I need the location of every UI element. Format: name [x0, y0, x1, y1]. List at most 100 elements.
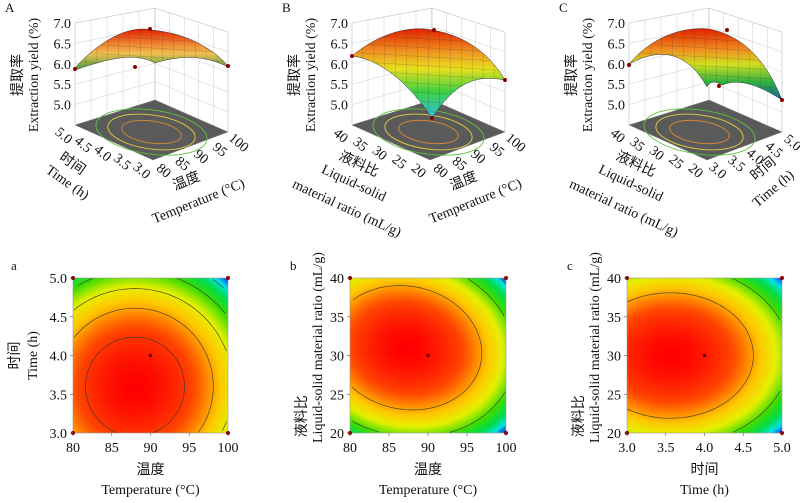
design-point — [73, 67, 77, 71]
x-factor-label-cn: 温度 — [171, 169, 203, 194]
y-tick-label: 3.0 — [50, 427, 68, 442]
x-axis-label-en: Temperature (°C) — [379, 483, 478, 498]
z-tick-label: 7.0 — [608, 17, 626, 32]
x-tick-label: 100 — [218, 441, 239, 456]
floor-y-tick: 30 — [646, 144, 666, 164]
y-tick-label: 3.5 — [50, 388, 68, 403]
z-grid-line — [74, 81, 229, 113]
z-tick-label: 6.0 — [608, 58, 626, 73]
floor-x-tick: 100 — [225, 131, 251, 156]
response-surface — [628, 28, 783, 101]
floor-y-tick: 30 — [369, 144, 389, 164]
x-factor-label-cn: 温度 — [448, 169, 480, 194]
y-tick-label: 5.0 — [50, 272, 68, 287]
y-axis-label-en: Liquid-solid material ratio (mL/g) — [588, 252, 603, 443]
y-axis-label-cn: 液料比 — [571, 395, 587, 437]
contour-line — [212, 279, 224, 289]
panel-label: c — [567, 258, 573, 273]
contour-plot-c: 3.0 3.5 4.0 4.5 5.0 20 25 30 35 40 时间 Time (h) 液料比 Li… — [567, 252, 791, 498]
center-point — [148, 353, 153, 358]
floor — [628, 99, 783, 161]
floor-x-tick: 100 — [502, 131, 528, 156]
z-grid-line — [351, 26, 506, 53]
x-tick-label: 90 — [421, 441, 435, 456]
z-axis-label-cn: 提取率 — [9, 54, 26, 96]
panel-label: B — [282, 0, 291, 15]
design-point — [226, 64, 230, 68]
design-point — [430, 116, 434, 120]
design-point — [627, 63, 631, 67]
y-tick-label: 25 — [607, 388, 621, 403]
x-tick-label: 85 — [382, 441, 396, 456]
panel-label: A — [5, 0, 15, 15]
surface-plot-B: 5.0 5.5 6.0 6.5 7.0 提取率 Extraction yield (%) 20… — [282, 0, 528, 241]
contour-line — [499, 278, 507, 432]
contour-line — [85, 336, 185, 434]
y-tick-label: 20 — [330, 427, 344, 442]
floor-x-tick: 90 — [468, 147, 488, 167]
x-tick-label: 5.0 — [773, 441, 791, 456]
floor-x-tick: 90 — [191, 147, 211, 167]
z-tick-label: 7.0 — [54, 17, 72, 32]
y-tick-label: 35 — [607, 311, 621, 326]
contour-line — [73, 307, 214, 433]
z-grid-line — [351, 7, 506, 33]
design-point — [148, 27, 152, 31]
y-tick-label: 40 — [330, 272, 344, 287]
y-axis-label-en: Time (h) — [26, 331, 41, 380]
z-tick-label: 5.0 — [608, 99, 626, 114]
center-point — [702, 353, 707, 358]
surface-plot-C: 5.0 5.5 6.0 6.5 7.0 提取率 Extraction yield (%) 20… — [559, 0, 800, 241]
x-tick-label: 80 — [343, 441, 357, 456]
z-grid-line — [628, 7, 783, 33]
z-tick-label: 7.0 — [331, 17, 349, 32]
design-point — [780, 276, 784, 280]
x-tick-label: 85 — [105, 441, 119, 456]
floor-x-tick: 80 — [430, 161, 450, 181]
x-tick-label: 100 — [496, 441, 517, 456]
z-axis-label-cn: 提取率 — [286, 54, 303, 96]
y-axis-label-cn: 时间 — [7, 342, 23, 370]
y-tick-label: 30 — [607, 350, 621, 365]
floor-contour — [398, 119, 459, 145]
x-tick-label: 4.5 — [735, 441, 753, 456]
x-tick-label: 95 — [182, 441, 196, 456]
z-tick-label: 6.0 — [54, 58, 72, 73]
design-point — [432, 28, 436, 32]
floor-y-tick: 20 — [408, 161, 428, 181]
z-axis-label-en: Extraction yield (%) — [27, 18, 42, 133]
design-point — [717, 84, 721, 88]
x-axis-label-en: Temperature (°C) — [101, 483, 200, 498]
y-tick-label: 35 — [330, 311, 344, 326]
y-tick-label: 25 — [330, 388, 344, 403]
panel-label: C — [559, 0, 568, 15]
center-point — [426, 353, 430, 358]
design-point — [133, 65, 137, 69]
x-tick-label: 80 — [66, 441, 80, 456]
contour-line — [351, 285, 483, 411]
mesh-line — [352, 51, 505, 63]
floor-y-tick: 35 — [350, 135, 370, 155]
z-tick-label: 6.0 — [331, 58, 349, 73]
x-tick-label: 4.0 — [696, 441, 714, 456]
contour-line — [352, 278, 506, 433]
floor-y-tick: 35 — [627, 135, 647, 155]
design-point — [725, 28, 729, 32]
z-grid-line — [628, 26, 783, 53]
floor-contour — [643, 108, 756, 156]
y-axis-label-cn: 液料比 — [294, 395, 310, 437]
contour-plot-b: 80 85 90 95 100 20 25 30 35 40 温度 Temperature (°C) 液… — [290, 252, 517, 498]
floor-y-tick: 20 — [685, 161, 705, 181]
z-tick-label: 5.0 — [54, 99, 72, 114]
floor-x-tick: 85 — [172, 154, 192, 174]
contour-plot-a: 80 85 90 95 100 3.0 3.5 4.0 4.5 5.0 温度 Temperature … — [7, 258, 239, 498]
surface-plot-A: 5.0 5.5 6.0 6.5 7.0 提取率 Extraction yield (%) 3.… — [5, 0, 251, 227]
y-tick-label: 40 — [607, 272, 621, 287]
design-point — [226, 276, 230, 280]
floor-x-tick: 85 — [449, 154, 469, 174]
y-tick-label: 4.5 — [50, 311, 68, 326]
design-point — [504, 276, 508, 280]
panel-label: a — [11, 258, 17, 273]
floor-y-tick: 25 — [389, 152, 409, 172]
